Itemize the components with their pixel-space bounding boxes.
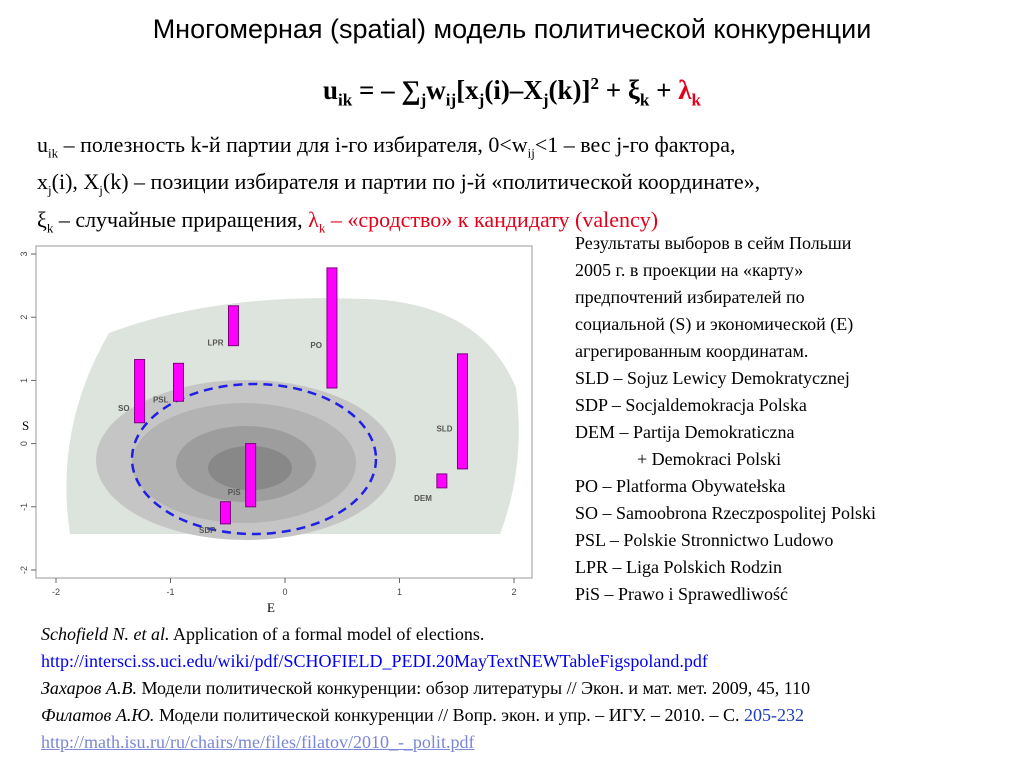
legend-line: 2005 г. в проекции на «карту» <box>575 260 804 280</box>
reference-1-link[interactable]: http://intersci.ss.uci.edu/wiki/pdf/SCHO… <box>41 651 708 671</box>
legend-item-dem: DEM – Partija Demokraticzna <box>575 422 795 442</box>
legend-item-dem-cont: + Demokraci Polski <box>637 449 782 469</box>
reference-3: Филатов А.Ю. Модели политической конкуре… <box>41 705 804 725</box>
y-tick-label: 2 <box>19 315 29 320</box>
legend-item-sdp: SDP – Socjaldemokracja Polska <box>575 395 807 415</box>
definitions: uik – полезность k-й партии для i-го изб… <box>37 130 760 242</box>
party-bar-po <box>326 267 338 389</box>
slide-title: Многомерная (spatial) модель политическо… <box>152 14 872 44</box>
legend-line: агрегированным координатам. <box>575 341 809 361</box>
legend-line: социальной (S) и экономической (E) <box>575 314 854 334</box>
y-axis-ticks: -2 -1 0 1 2 3 <box>19 251 36 574</box>
legend-line: предпочтений избирателей по <box>575 287 805 307</box>
x-tick-label: 2 <box>511 587 516 597</box>
x-axis-label: E <box>267 600 275 615</box>
y-tick-label: -1 <box>19 503 29 511</box>
y-tick-label: -2 <box>19 566 29 574</box>
legend-item-po: PO – Platforma Obywatełska <box>575 476 786 496</box>
references: Schofield N. et al. Application of a for… <box>41 621 810 756</box>
party-bar-dem <box>436 473 448 489</box>
y-tick-label: 3 <box>19 251 29 256</box>
party-bar-sld <box>456 353 468 470</box>
party-bar-so <box>134 359 146 424</box>
legend-item-sld: SLD – Sojuz Lewicy Demokratycznej <box>575 368 850 388</box>
confidence-ellipse-outline <box>130 382 378 536</box>
x-axis-ticks: -2 -1 0 1 2 <box>52 578 517 597</box>
confidence-ellipse <box>130 382 378 536</box>
legend-item-lpr: LPR – Liga Polskich Rodzin <box>575 557 782 577</box>
legend-item-psl: PSL – Polskie Stronnictwo Ludowo <box>575 530 834 550</box>
utility-formula: uik = – ∑jwij[xj(i)–Xj(k)]2 + ξk + λk <box>322 74 701 110</box>
party-label-pis: PiS <box>228 488 242 497</box>
party-label-dem: DEM <box>414 494 432 503</box>
party-label-po: PO <box>310 341 322 350</box>
definition-line-1: uik – полезность k-й партии для i-го изб… <box>37 132 736 161</box>
legend-item-pis: PiS – Prawo i Sprawedliwość <box>575 584 788 604</box>
party-bar-pis <box>245 443 257 508</box>
reference-4-link[interactable]: http://math.isu.ru/ru/chairs/me/files/fi… <box>41 732 475 752</box>
legend-line: Результаты выборов в сейм Польши <box>575 233 852 253</box>
party-label-sld: SLD <box>436 424 452 433</box>
party-bars <box>134 267 468 525</box>
definition-line-3: ξk – случайные приращения, λk – «сродств… <box>37 206 659 236</box>
party-label-lpr: LPR <box>207 339 223 348</box>
party-bar-psl <box>173 362 185 402</box>
y-tick-label: 0 <box>19 441 29 446</box>
party-bar-sdp <box>219 501 231 525</box>
x-tick-label: -1 <box>166 587 174 597</box>
reference-2: Захаров А.В. Модели политической конкуре… <box>41 678 811 698</box>
definition-line-2: xj(i), Xj(k) – позиции избирателя и парт… <box>37 169 761 198</box>
party-labels: SO PSL LPR PO PiS SDP DEM SLD <box>118 339 453 535</box>
reference-1: Schofield N. et al. Application of a for… <box>41 624 485 644</box>
legend-item-so: SO – Samoobrona Rzeczpospolitej Polski <box>575 503 876 523</box>
y-axis-label: S <box>22 418 29 433</box>
x-tick-label: -2 <box>52 587 60 597</box>
x-tick-label: 1 <box>397 587 402 597</box>
x-tick-label: 0 <box>282 587 287 597</box>
party-bar-lpr <box>227 305 239 347</box>
y-tick-label: 1 <box>19 378 29 383</box>
party-label-psl: PSL <box>153 395 169 404</box>
party-label-sdp: SDP <box>199 526 216 535</box>
party-legend: Результаты выборов в сейм Польши 2005 г.… <box>575 230 876 608</box>
party-label-so: SO <box>118 404 130 413</box>
